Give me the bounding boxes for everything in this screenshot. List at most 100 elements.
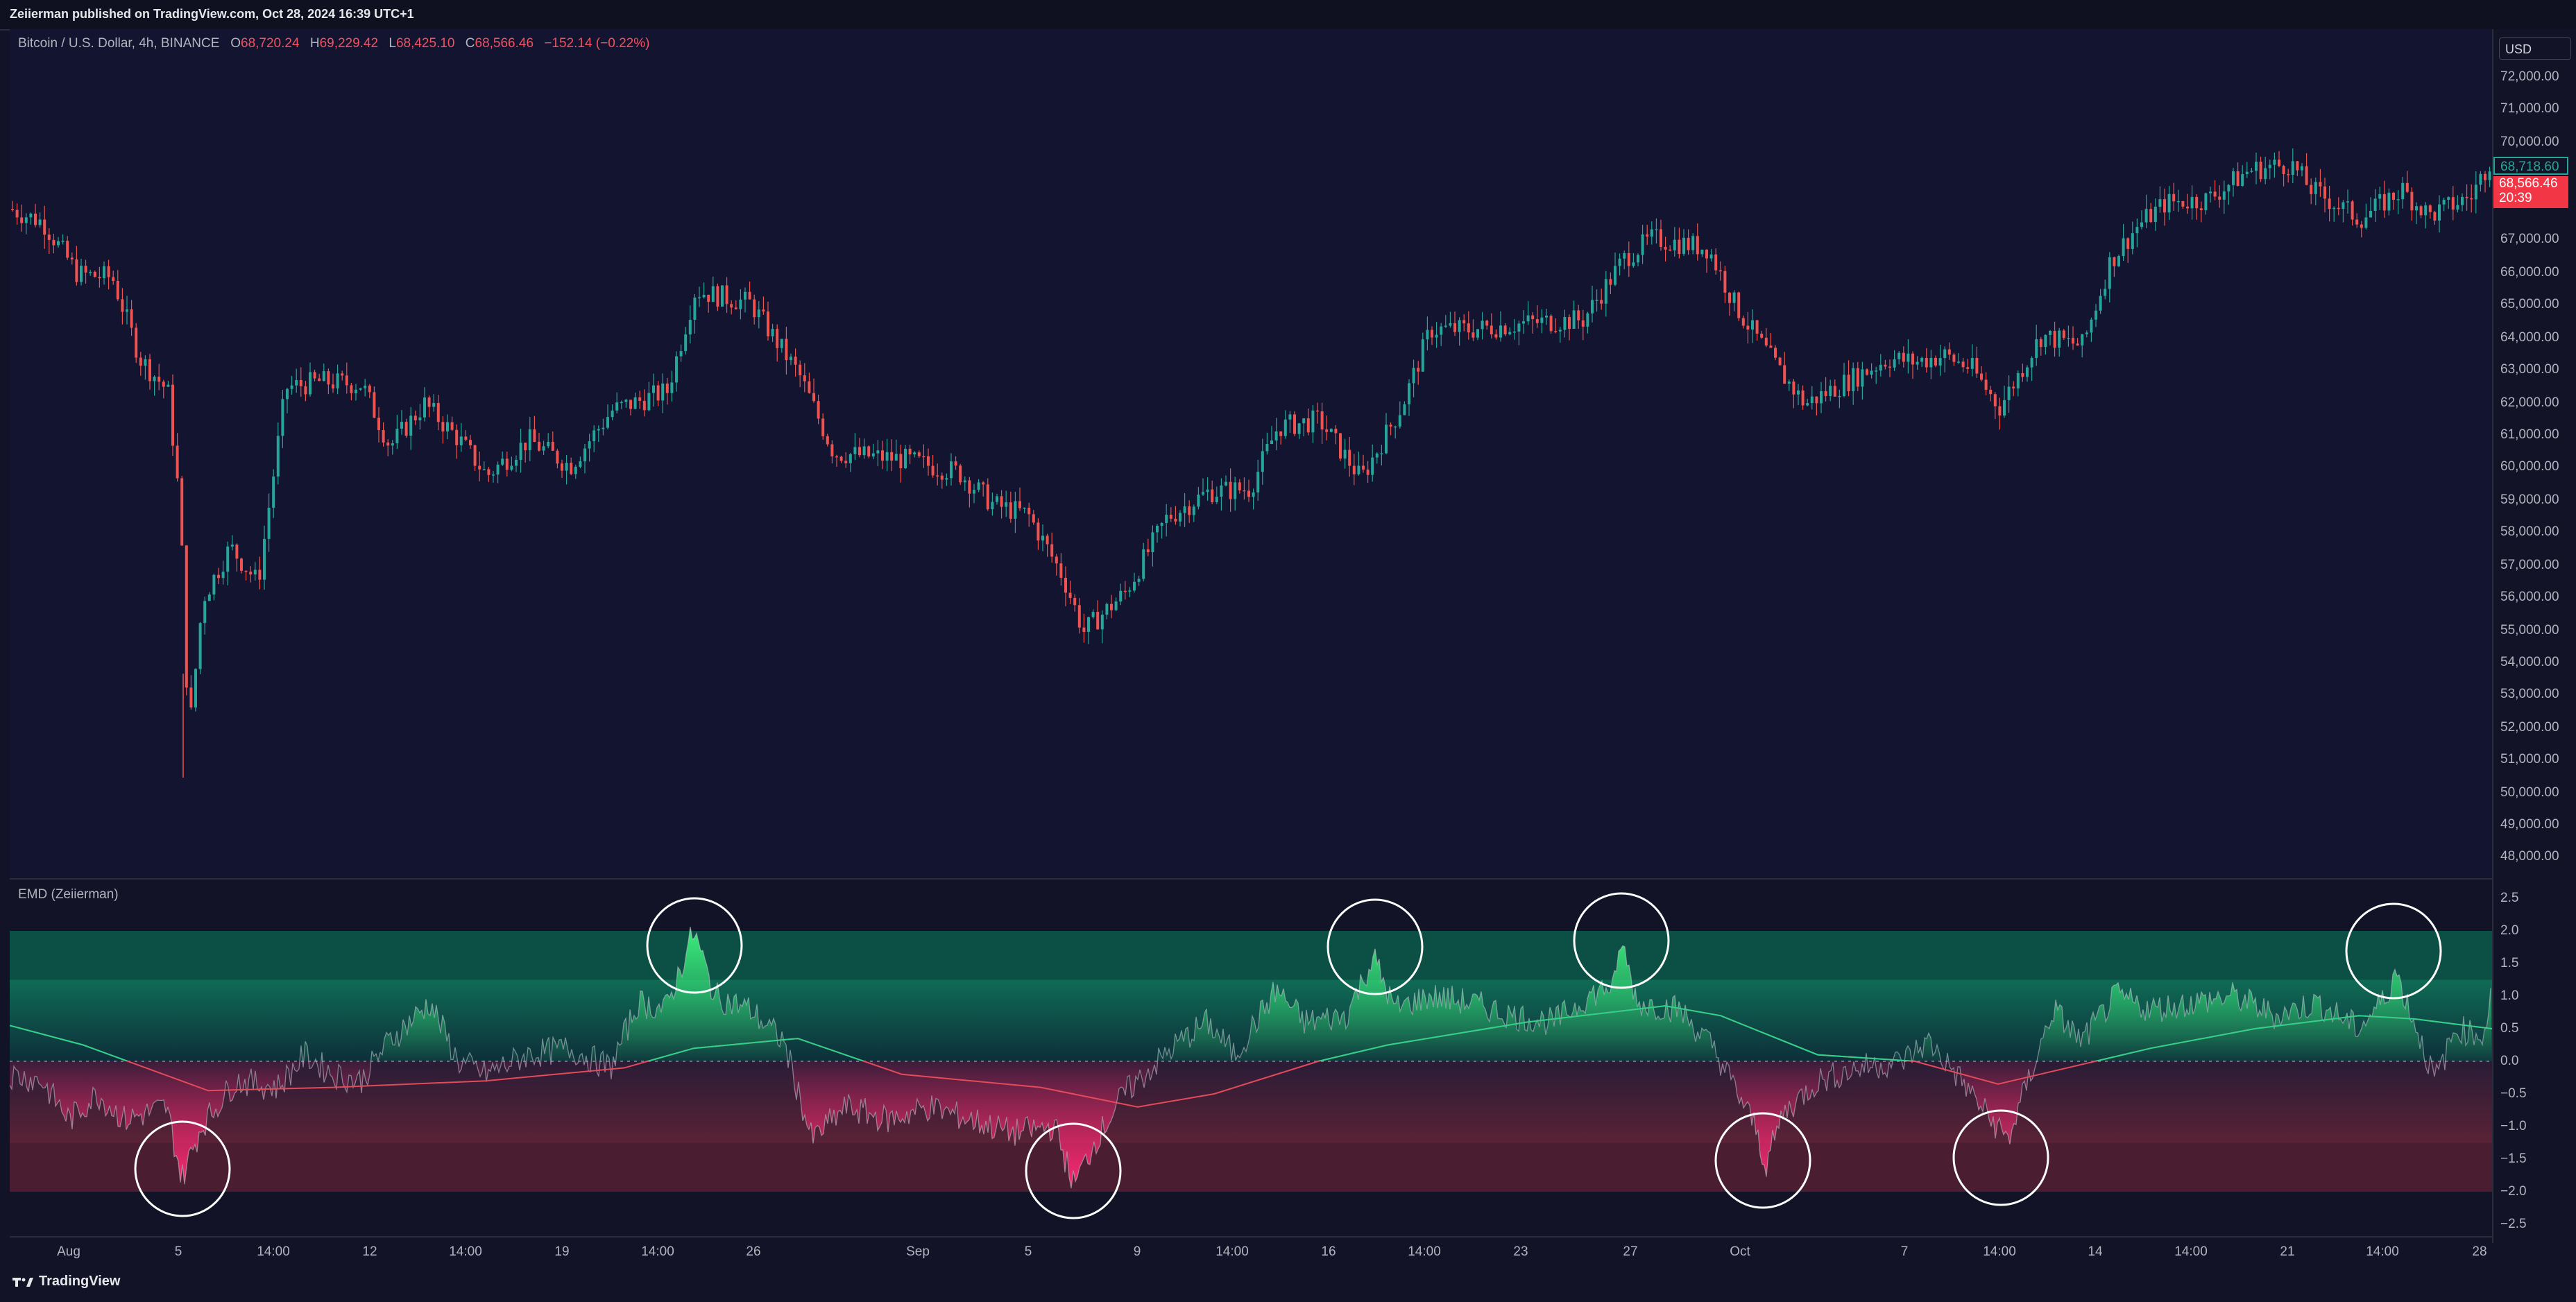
high-value: 69,229.42 [319,36,379,51]
time-tick-label: 14:00 [257,1244,290,1259]
time-tick-label: 21 [2280,1244,2295,1259]
time-tick-label: 14:00 [1216,1244,1249,1259]
annotation-circle [134,1120,231,1217]
time-tick-label: 12 [362,1244,377,1259]
time-tick-label: 9 [1133,1244,1141,1259]
time-tick-label: Oct [1730,1244,1750,1259]
indicator-label[interactable]: EMD (Zeiierman) [18,887,119,902]
time-tick-label: 14 [2088,1244,2103,1259]
indicator-tick-label: 1.5 [2500,956,2519,970]
indicator-tick-label: 0.0 [2500,1054,2519,1068]
price-tick-label: 56,000.00 [2500,590,2559,604]
change-value: −152.14 (−0.22%) [544,36,650,51]
price-tick-label: 62,000.00 [2500,395,2559,410]
oscillator-positive-area [10,927,2492,1061]
pane-divider[interactable] [10,878,2492,880]
upper-extreme-band [10,931,2492,980]
brand-name: TradingView [39,1274,121,1289]
price-tick-label: 54,000.00 [2500,655,2559,669]
time-tick-label: 5 [174,1244,182,1259]
price-tick-label: 71,000.00 [2500,101,2559,116]
lower-band [10,1061,2492,1143]
indicator-tick-label: −1.0 [2500,1119,2527,1133]
indicator-tick-label: −2.5 [2500,1217,2527,1231]
tradingview-logo-icon [12,1274,33,1290]
price-tick-label: 49,000.00 [2500,817,2559,832]
open-value: 68,720.24 [241,36,300,51]
indicator-tick-label: −1.5 [2500,1151,2527,1166]
footer: TradingView [0,1264,2576,1302]
time-tick-label: 14:00 [1983,1244,2016,1259]
candlesticks [11,148,2491,778]
time-tick-label: 14:00 [2366,1244,2399,1259]
annotation-circle [1327,898,1424,995]
time-tick-label: 14:00 [1408,1244,1441,1259]
symbol-legend: Bitcoin / U.S. Dollar, 4h, BINANCE O68,7… [18,36,649,51]
time-tick-label: 23 [1513,1244,1528,1259]
indicator-tick-label: −2.0 [2500,1184,2527,1199]
price-axis[interactable]: USD 72,000.00 71,000.00 70,000.00 67,000.00… [2492,29,2576,1243]
time-tick-label: 7 [1900,1244,1909,1259]
high-label: H [309,36,320,51]
price-tick-label: 59,000.00 [2500,492,2559,507]
time-tick-label: 26 [746,1244,761,1259]
low-value: 68,425.10 [395,36,455,51]
indicator-tick-label: 2.5 [2500,891,2519,905]
time-tick-label: Sep [906,1244,930,1259]
price-tick-label: 65,000.00 [2500,297,2559,311]
currency-selector[interactable]: USD [2499,37,2571,60]
open-label: O [230,36,241,51]
price-tick-label: 67,000.00 [2500,232,2559,246]
close-value: 68,566.46 [475,36,534,51]
indicator-tick-label: 2.0 [2500,923,2519,938]
indicator-tick-label: 0.5 [2500,1021,2519,1036]
symbol-title: Bitcoin / U.S. Dollar, 4h, BINANCE [18,36,220,51]
close-label: C [465,36,475,51]
time-tick-label: 5 [1024,1244,1032,1259]
price-tick-label: 53,000.00 [2500,687,2559,701]
time-tick-label: 27 [1623,1244,1638,1259]
price-tick-label: 66,000.00 [2500,265,2559,280]
indicator-tick-label: −0.5 [2500,1086,2527,1101]
price-tag-countdown: 20:39 [2499,191,2532,205]
lower-extreme-band [10,1142,2492,1192]
time-tick-label: 14:00 [641,1244,674,1259]
price-tag-high-value: 68,718.60 [2500,160,2559,174]
annotation-circle [1573,892,1670,989]
price-tick-label: 63,000.00 [2500,362,2559,377]
price-tick-label: 64,000.00 [2500,330,2559,345]
published-info: Zeiierman published on TradingView.com, … [10,7,414,21]
brand[interactable]: TradingView [12,1274,120,1290]
annotation-circle [2345,902,2442,1000]
annotation-circle [1952,1109,2049,1206]
price-tag-high: 68,718.60 [2493,157,2568,175]
low-label: L [389,36,396,51]
price-tick-label: 60,000.00 [2500,459,2559,474]
time-tick-label: 14:00 [2174,1244,2208,1259]
price-tick-label: 51,000.00 [2500,752,2559,766]
oscillator-negative-area [10,1061,2492,1189]
indicator-tick-label: 1.0 [2500,988,2519,1003]
price-tick-label: 61,000.00 [2500,427,2559,442]
time-tick-label: 19 [554,1244,570,1259]
price-tag-last-value: 68,566.46 [2499,176,2558,191]
chart-canvas[interactable] [10,29,2492,878]
signal-line-positive [10,1005,2492,1061]
price-tick-label: 57,000.00 [2500,558,2559,572]
price-tag-last: 68,566.46 20:39 [2493,176,2568,208]
price-tick-label: 58,000.00 [2500,524,2559,539]
time-tick-label: Aug [57,1244,80,1259]
time-tick-label: 16 [1321,1244,1336,1259]
annotation-circle [646,897,743,994]
price-tick-label: 70,000.00 [2500,135,2559,149]
annotation-circle [1025,1122,1122,1219]
price-tick-label: 55,000.00 [2500,623,2559,637]
time-tick-label: 28 [2472,1244,2487,1259]
price-tick-label: 50,000.00 [2500,785,2559,800]
price-tick-label: 72,000.00 [2500,69,2559,84]
time-tick-label: 14:00 [449,1244,482,1259]
time-axis[interactable]: Aug 5 14:00 12 14:00 19 14:00 26 Sep 5 9 14:00 16 14:… [10,1236,2492,1265]
price-tick-label: 52,000.00 [2500,720,2559,735]
oscillator-line [9,927,2491,1189]
